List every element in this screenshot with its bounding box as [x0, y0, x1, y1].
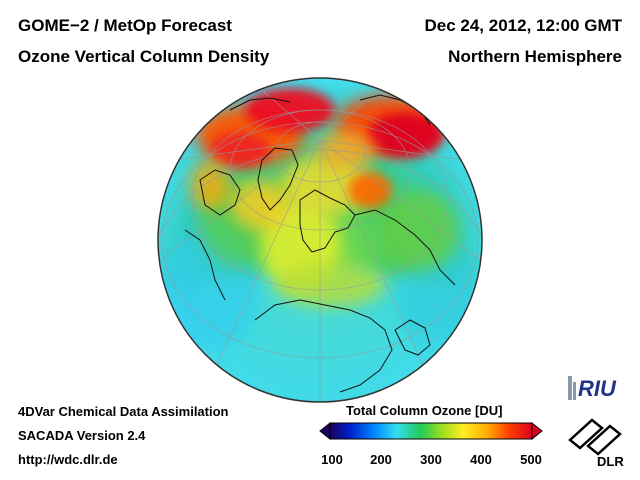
- footer-method: 4DVar Chemical Data Assimilation: [18, 404, 229, 419]
- colorbar-gradient: [329, 422, 533, 440]
- dlr-logo: DLR: [568, 418, 624, 469]
- globe-outline: [157, 77, 483, 403]
- colorbar: [319, 421, 543, 441]
- region-label: Northern Hemisphere: [448, 47, 622, 66]
- colorbar-tick: 100: [321, 452, 343, 467]
- colorbar-max-arrow: [531, 421, 543, 441]
- coastlines: [184, 94, 456, 393]
- colorbar-tick: 500: [520, 452, 542, 467]
- forecast-date: Dec 24, 2012, 12:00 GMT: [424, 16, 622, 35]
- title-line-1: GOME−2 / MetOp Forecast: [18, 16, 232, 35]
- footer-version: SACADA Version 2.4: [18, 428, 146, 443]
- title-line-2: Ozone Vertical Column Density: [18, 47, 270, 66]
- colorbar-tick: 200: [370, 452, 392, 467]
- graticule: [158, 79, 482, 402]
- riu-logo: RIU: [568, 376, 617, 401]
- colorbar-tick: 300: [420, 452, 442, 467]
- colorbar-min-arrow: [319, 421, 331, 441]
- colorbar-title: Total Column Ozone [DU]: [346, 403, 503, 418]
- riu-logo-text: RIU: [578, 376, 617, 401]
- colorbar-tick: 400: [470, 452, 492, 467]
- footer-url[interactable]: http://wdc.dlr.de: [18, 452, 118, 467]
- dlr-logo-text: DLR: [597, 454, 624, 469]
